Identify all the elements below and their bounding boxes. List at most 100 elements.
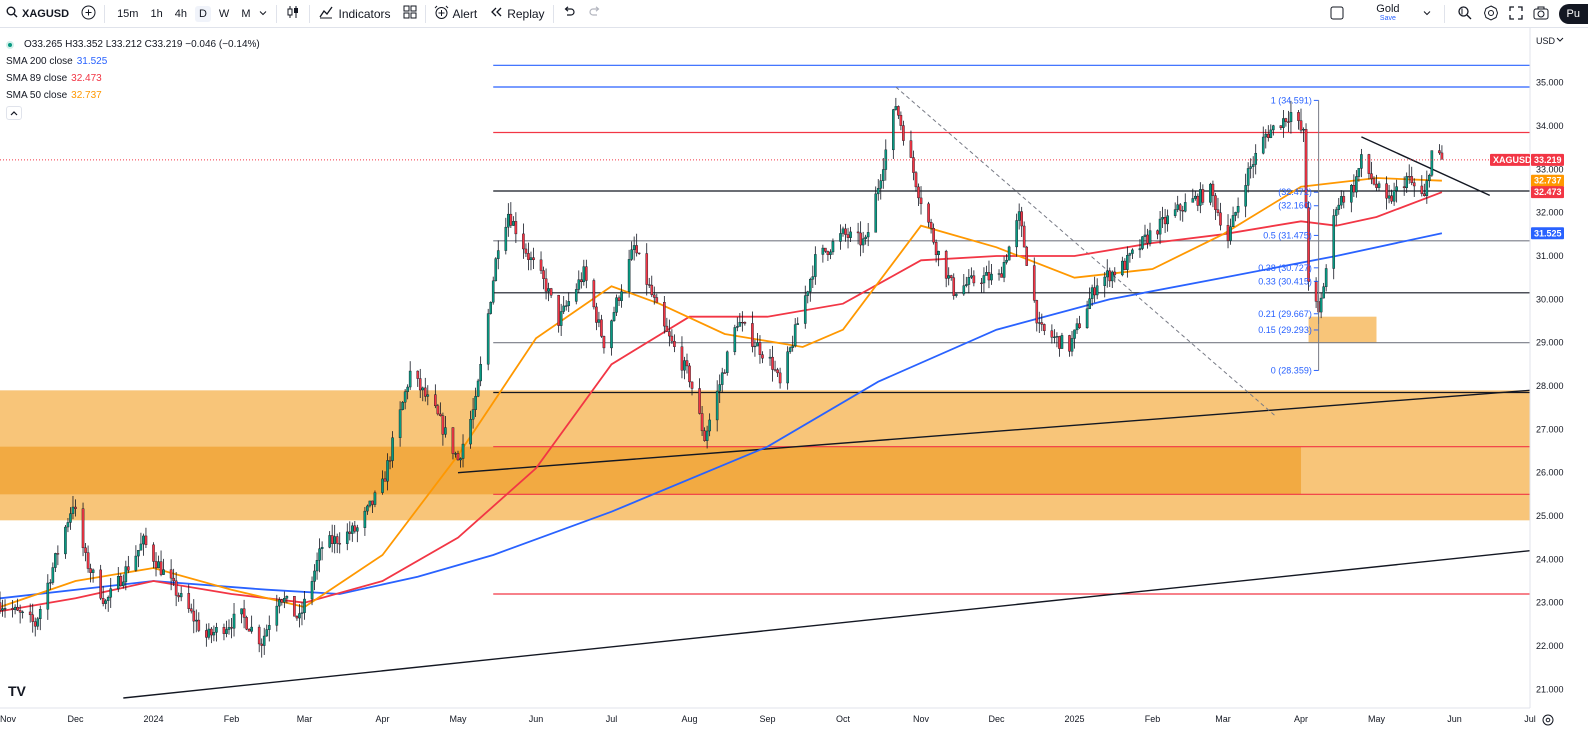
quick-search-icon[interactable] [1457,5,1473,24]
layout-save-status: Save [1379,15,1396,22]
settings-gear-icon[interactable] [1483,4,1499,24]
candle-body [1254,152,1258,165]
candle-53 [187,584,191,613]
redo-button[interactable] [582,0,608,28]
candle-206 [723,369,727,374]
candle-254 [894,97,898,111]
compare-button[interactable] [75,0,102,28]
time-axis-settings-icon[interactable] [1542,714,1554,726]
candle-body [1214,195,1217,210]
candle-body [423,387,427,397]
layout-name-button[interactable]: Gold Save [1376,4,1399,24]
candle-202 [708,413,711,437]
candle-body [1158,218,1162,235]
interval-w[interactable]: W [218,7,230,20]
candle-270 [949,274,953,281]
candle-body [1053,336,1056,338]
candle-body [1002,262,1006,278]
candle-body [514,221,518,235]
chart-legend: O33.265 H33.352 L33.212 C33.219 −0.046 (… [6,36,260,120]
candle-193 [680,336,684,379]
ohlc-values: O33.265 H33.352 L33.212 C33.219 −0.046 (… [24,39,260,50]
candle-204 [718,374,722,404]
candle-294 [1035,299,1039,332]
candle-330 [1161,206,1164,228]
replay-button[interactable]: Replay [483,0,550,28]
candle-328 [1156,229,1159,240]
candle-body [1068,335,1071,352]
candle-body [245,617,248,630]
candle-338 [1191,188,1195,203]
symbol-search[interactable]: XAGUSD [0,0,75,28]
candle-137 [479,356,482,387]
candle-body [18,610,22,613]
candle-381 [1339,190,1343,209]
legend-collapse-button[interactable] [6,106,22,120]
candle-243 [856,222,860,245]
price-tick-7: 28.000 [1536,381,1564,391]
ma-row-89[interactable]: SMA 89 close 32.473 [6,70,260,87]
candle-body [1128,253,1132,256]
candle-124 [436,403,440,416]
candle-body [451,427,455,454]
interval-4h[interactable]: 4h [174,7,187,20]
candle-body [715,390,719,421]
candle-210 [738,313,742,327]
indicators-label: Indicators [338,6,391,21]
candle-body [1279,125,1283,128]
plus-circle-icon [81,5,96,23]
candle-225 [791,335,794,352]
templates-button[interactable] [397,0,423,28]
layout-checkbox-icon[interactable] [1330,6,1344,23]
candle-108 [381,470,384,495]
candle-311 [1093,276,1096,303]
candle-84 [295,615,299,621]
candle-51 [177,592,180,602]
candle-body [1392,190,1396,202]
candle-385 [1355,170,1358,198]
candle-body [109,588,113,598]
price-tag-1: 32.737 [1531,174,1564,187]
ma-line-2 [0,177,1442,608]
candle-body [1266,133,1270,138]
chart-type-button[interactable] [279,0,307,28]
publish-button[interactable]: Pu [1558,4,1588,24]
fullscreen-icon[interactable] [1508,5,1523,23]
candle-body [373,492,377,505]
candle-287 [1007,245,1011,261]
interval-m[interactable]: M [241,7,251,20]
candle-314 [1105,259,1109,288]
candle-371 [1304,123,1308,208]
candle-87 [303,591,306,620]
candle-body [688,365,691,383]
currency-dropdown-icon[interactable] [1556,37,1564,42]
interval-15m[interactable]: 15m [117,7,139,20]
candle-body [300,612,304,614]
candle-body [232,613,236,629]
candle-343 [1209,182,1212,206]
candle-body [665,325,669,332]
candle-body [101,598,105,604]
interval-d[interactable]: D [194,5,211,22]
chevron-down-icon[interactable] [258,7,268,21]
candle-body [66,522,70,528]
undo-button[interactable] [556,0,582,28]
camera-icon[interactable] [1533,6,1549,23]
candle-179 [630,241,633,261]
ma-row-200[interactable]: SMA 200 close 31.525 [6,53,260,70]
price-chart[interactable]: 1 (34.591) (32.472) (32.160) 0.5 (31.475) 0.… [0,28,1588,740]
candle-body [33,621,37,627]
candle-335 [1178,202,1182,221]
candle-body [1183,202,1187,212]
candle-body [793,324,797,347]
indicators-button[interactable]: Indicators [312,0,396,28]
ma-row-50[interactable]: SMA 50 close 32.737 [6,87,260,104]
interval-1h[interactable]: 1h [150,7,163,20]
candle-body [902,125,905,141]
alert-button[interactable]: Alert [428,0,484,28]
currency-label[interactable]: USD [1536,36,1556,46]
candle-302 [1060,332,1064,349]
replay-label: Replay [507,6,545,21]
chevron-down-icon[interactable] [1422,7,1432,21]
candle-body [544,278,548,292]
